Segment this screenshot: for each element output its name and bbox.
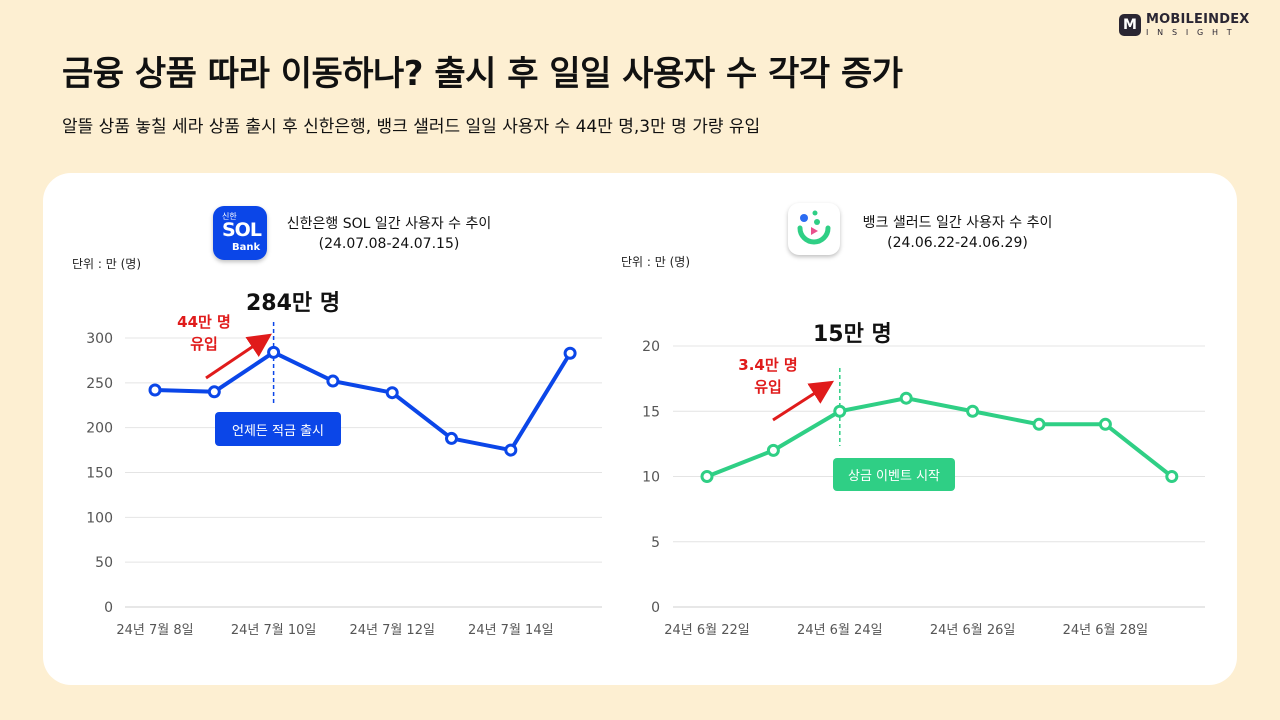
chart-1-data-point [445,431,458,445]
chart-2-y-tick-label: 15 [642,404,660,420]
chart-1-data-point [326,374,340,388]
chart-1-data-point [563,346,577,360]
chart-2-data-point [700,470,714,483]
page-subtitle: 알뜰 상품 놓칠 세라 상품 출시 후 신한은행, 뱅크 샐러드 일일 사용자 … [62,117,761,137]
chart-1-y-tick-label: 150 [86,466,113,482]
chart-1-inflow-arrow [205,333,272,380]
chart-2-data-point [899,391,913,405]
chart-2-data-point [1032,417,1046,431]
chart-1-inflow-note: 44만 명 유입 [172,311,236,355]
chart-2-x-tick-label: 24년 6월 22일 [664,623,750,638]
chart-1-data-point [267,345,281,359]
chart-2-y-tick-label: 0 [651,600,660,616]
chart-1-x-tick-label: 24년 7월 8일 [116,623,193,638]
chart-2-x-tick-label: 24년 6월 28일 [1063,623,1149,638]
chart-1-inflow-word: 유입 [190,335,218,353]
sol-icon-mid-text: SOL [222,219,262,241]
chart-2-title-line2: (24.06.22-24.06.29) [887,235,1028,251]
mobileindex-logo: M MOBILEINDEX INSIGHT [1119,13,1250,37]
sol-icon-bottom-text: Bank [232,242,261,253]
chart-1-y-tick-label: 0 [104,600,113,616]
chart-2-y-tick-label: 10 [642,470,660,486]
chart-1-y-tick-label: 250 [86,376,113,392]
chart-2-data-point [833,404,847,418]
chart-1-unit: 단위 : 만 (명) [72,257,142,271]
chart-1-x-tick-label: 24년 7월 10일 [231,623,317,638]
chart-2-y-tick-label: 5 [651,535,660,551]
shinhan-sol-app-icon: 신한 SOL Bank [213,206,267,260]
chart-2-peak-label: 15만 명 [813,322,892,347]
chart-2-inflow-note: 3.4만 명 유입 [733,354,803,398]
chart-2-y-tick-label: 20 [642,339,660,355]
page-title: 금융 상품 따라 이동하나? 출시 후 일일 사용자 수 각각 증가 [62,54,903,94]
chart-2-event-badge: 상금 이벤트 시작 [833,458,955,491]
chart-1-event-badge: 언제든 적금 출시 [215,412,341,446]
brand-sub: INSIGHT [1146,28,1241,37]
chart-2-series-line [706,396,1174,479]
chart-1-x-tick-label: 24년 7월 14일 [468,623,554,638]
chart-2-x-tick-label: 24년 6월 24일 [797,623,883,638]
mobileindex-logo-mark: M [1119,14,1141,36]
chart-2-title: 뱅크 샐러드 일간 사용자 수 추이 (24.06.22-24.06.29) [860,213,1055,253]
chart-2-title-line1: 뱅크 샐러드 일간 사용자 수 추이 [862,215,1053,231]
chart-1-x-tick-label: 24년 7월 12일 [349,623,435,638]
chart-2-inflow-arrow [772,380,835,422]
chart-1-peak-label: 284만 명 [246,291,341,316]
chart-1-y-tick-label: 200 [86,421,113,437]
chart-1-inflow-amount: 44만 명 [177,313,231,331]
chart-2-data-point [766,443,780,457]
chart-2-unit: 단위 : 만 (명) [621,255,691,269]
chart-2-data-point [1098,417,1112,431]
chart-2-inflow-amount: 3.4만 명 [738,356,798,374]
chart-1-data-point [148,383,162,397]
chart-1-y-tick-label: 50 [95,555,113,571]
banksalad-app-icon [788,203,840,255]
chart-1-series-line [154,350,572,453]
chart-1-data-point [385,386,399,400]
chart-1-title: 신한은행 SOL 일간 사용자 수 추이 (24.07.08-24.07.15) [283,214,495,254]
chart-1-title-line2: (24.07.08-24.07.15) [318,236,460,252]
chart-2-x-tick-label: 24년 6월 26일 [930,623,1016,638]
chart-2-data-point [1165,470,1179,483]
sol-icon-top-text: 신한 [222,212,237,221]
brand-name: MOBILEINDEX [1146,12,1250,27]
chart-1-y-tick-label: 300 [86,331,113,347]
chart-1-y-tick-label: 100 [86,510,113,526]
chart-2-data-point [966,404,980,418]
chart-1-data-point [504,443,518,457]
chart-1-data-point [207,385,221,399]
chart-1-title-line1: 신한은행 SOL 일간 사용자 수 추이 [286,216,492,232]
chart-2-inflow-word: 유입 [754,378,782,396]
